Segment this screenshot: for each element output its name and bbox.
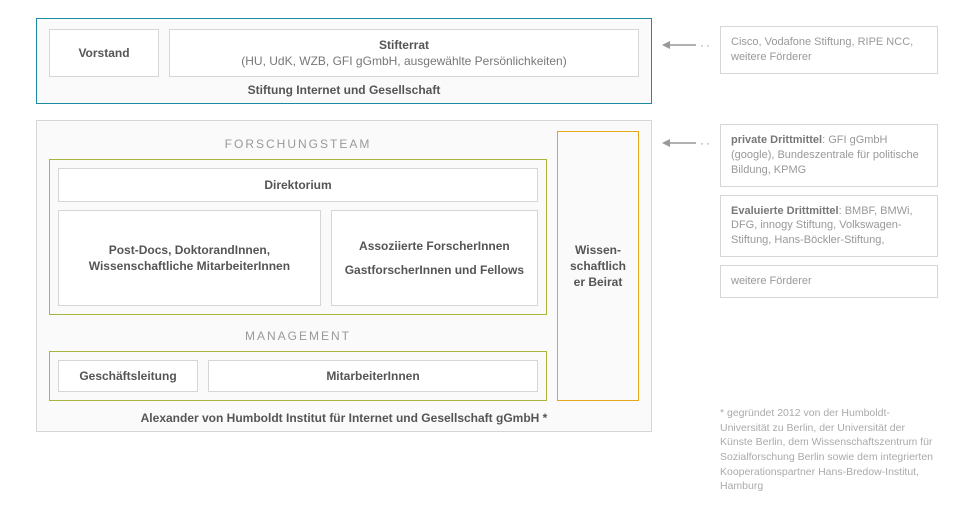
management-row: Geschäftsleitung MitarbeiterInnen [58, 360, 538, 392]
institute-caption: Alexander von Humboldt Institut für Inte… [49, 401, 639, 425]
side-box-foerderer-stiftung: Cisco, Vodafone Stiftung, RIPE NCC, weit… [720, 26, 938, 74]
diagram-left-column: Vorstand Stifterrat (HU, UdK, WZB, GFI g… [36, 18, 652, 448]
vorstand-box: Vorstand [49, 29, 159, 77]
forschungsteam-group: Direktorium Post-Docs, DoktorandInnen, W… [49, 159, 547, 315]
side-box-evaluierte-drittmittel: Evaluierte Drittmittel: BMBF, BMWi, DFG,… [720, 195, 938, 258]
assoziierte-line2: GastforscherInnen und Fellows [345, 262, 524, 278]
institute-container: FORSCHUNGSTEAM Direktorium Post-Docs, Do… [36, 120, 652, 432]
forschungsteam-title: FORSCHUNGSTEAM [49, 131, 547, 159]
beirat-box: Wissen-schaftlicher Beirat [557, 131, 639, 401]
side-box2-bold: private Drittmittel [731, 134, 822, 146]
arrow-bottom: ·· [662, 136, 712, 150]
side-box3-bold: Evaluierte Drittmittel [731, 205, 839, 217]
vorstand-label: Vorstand [78, 45, 129, 61]
direktorium-box: Direktorium [58, 168, 538, 202]
side-mid: private Drittmittel: GFI gGmbH (google),… [720, 124, 938, 306]
management-group: Geschäftsleitung MitarbeiterInnen [49, 351, 547, 401]
stifterrat-title: Stifterrat [379, 37, 429, 53]
stiftung-caption: Stiftung Internet und Gesellschaft [49, 77, 639, 97]
assoziierte-line1: Assoziierte ForscherInnen [359, 238, 510, 254]
beirat-label: Wissen-schaftlicher Beirat [568, 242, 628, 291]
side-box4-text: weitere Förderer [731, 275, 812, 287]
side-box-private-drittmittel: private Drittmittel: GFI gGmbH (google),… [720, 124, 938, 187]
arrow-dots-icon: ·· [700, 38, 712, 52]
institute-left-stack: FORSCHUNGSTEAM Direktorium Post-Docs, Do… [49, 131, 547, 401]
geschaeftsleitung-label: Geschäftsleitung [79, 368, 176, 384]
footnote-text: * gegründet 2012 von der Humboldt-Univer… [720, 407, 933, 492]
arrow-top: ·· [662, 38, 712, 52]
direktorium-label: Direktorium [264, 177, 331, 193]
side-box1-text: Cisco, Vodafone Stiftung, RIPE NCC, weit… [731, 36, 913, 63]
assoziierte-box: Assoziierte ForscherInnen GastforscherIn… [331, 210, 538, 306]
mitarbeiter-box: MitarbeiterInnen [208, 360, 538, 392]
geschaeftsleitung-box: Geschäftsleitung [58, 360, 198, 392]
postdocs-label: Post-Docs, DoktorandInnen, Wissenschaftl… [69, 242, 310, 274]
side-box-weitere-foerderer: weitere Förderer [720, 265, 938, 298]
stifterrat-box: Stifterrat (HU, UdK, WZB, GFI gGmbH, aus… [169, 29, 639, 77]
management-title: MANAGEMENT [49, 315, 547, 351]
forschungsteam-subrow: Post-Docs, DoktorandInnen, Wissenschaftl… [58, 210, 538, 306]
side-top: Cisco, Vodafone Stiftung, RIPE NCC, weit… [720, 26, 938, 82]
stifterrat-subtitle: (HU, UdK, WZB, GFI gGmbH, ausgewählte Pe… [241, 53, 566, 69]
footnote: * gegründet 2012 von der Humboldt-Univer… [720, 406, 938, 494]
institute-main-row: FORSCHUNGSTEAM Direktorium Post-Docs, Do… [49, 131, 639, 401]
stiftung-container: Vorstand Stifterrat (HU, UdK, WZB, GFI g… [36, 18, 652, 104]
postdocs-box: Post-Docs, DoktorandInnen, Wissenschaftl… [58, 210, 321, 306]
arrow-dots-icon: ·· [700, 136, 712, 150]
mitarbeiter-label: MitarbeiterInnen [326, 368, 419, 384]
stiftung-row: Vorstand Stifterrat (HU, UdK, WZB, GFI g… [49, 29, 639, 77]
